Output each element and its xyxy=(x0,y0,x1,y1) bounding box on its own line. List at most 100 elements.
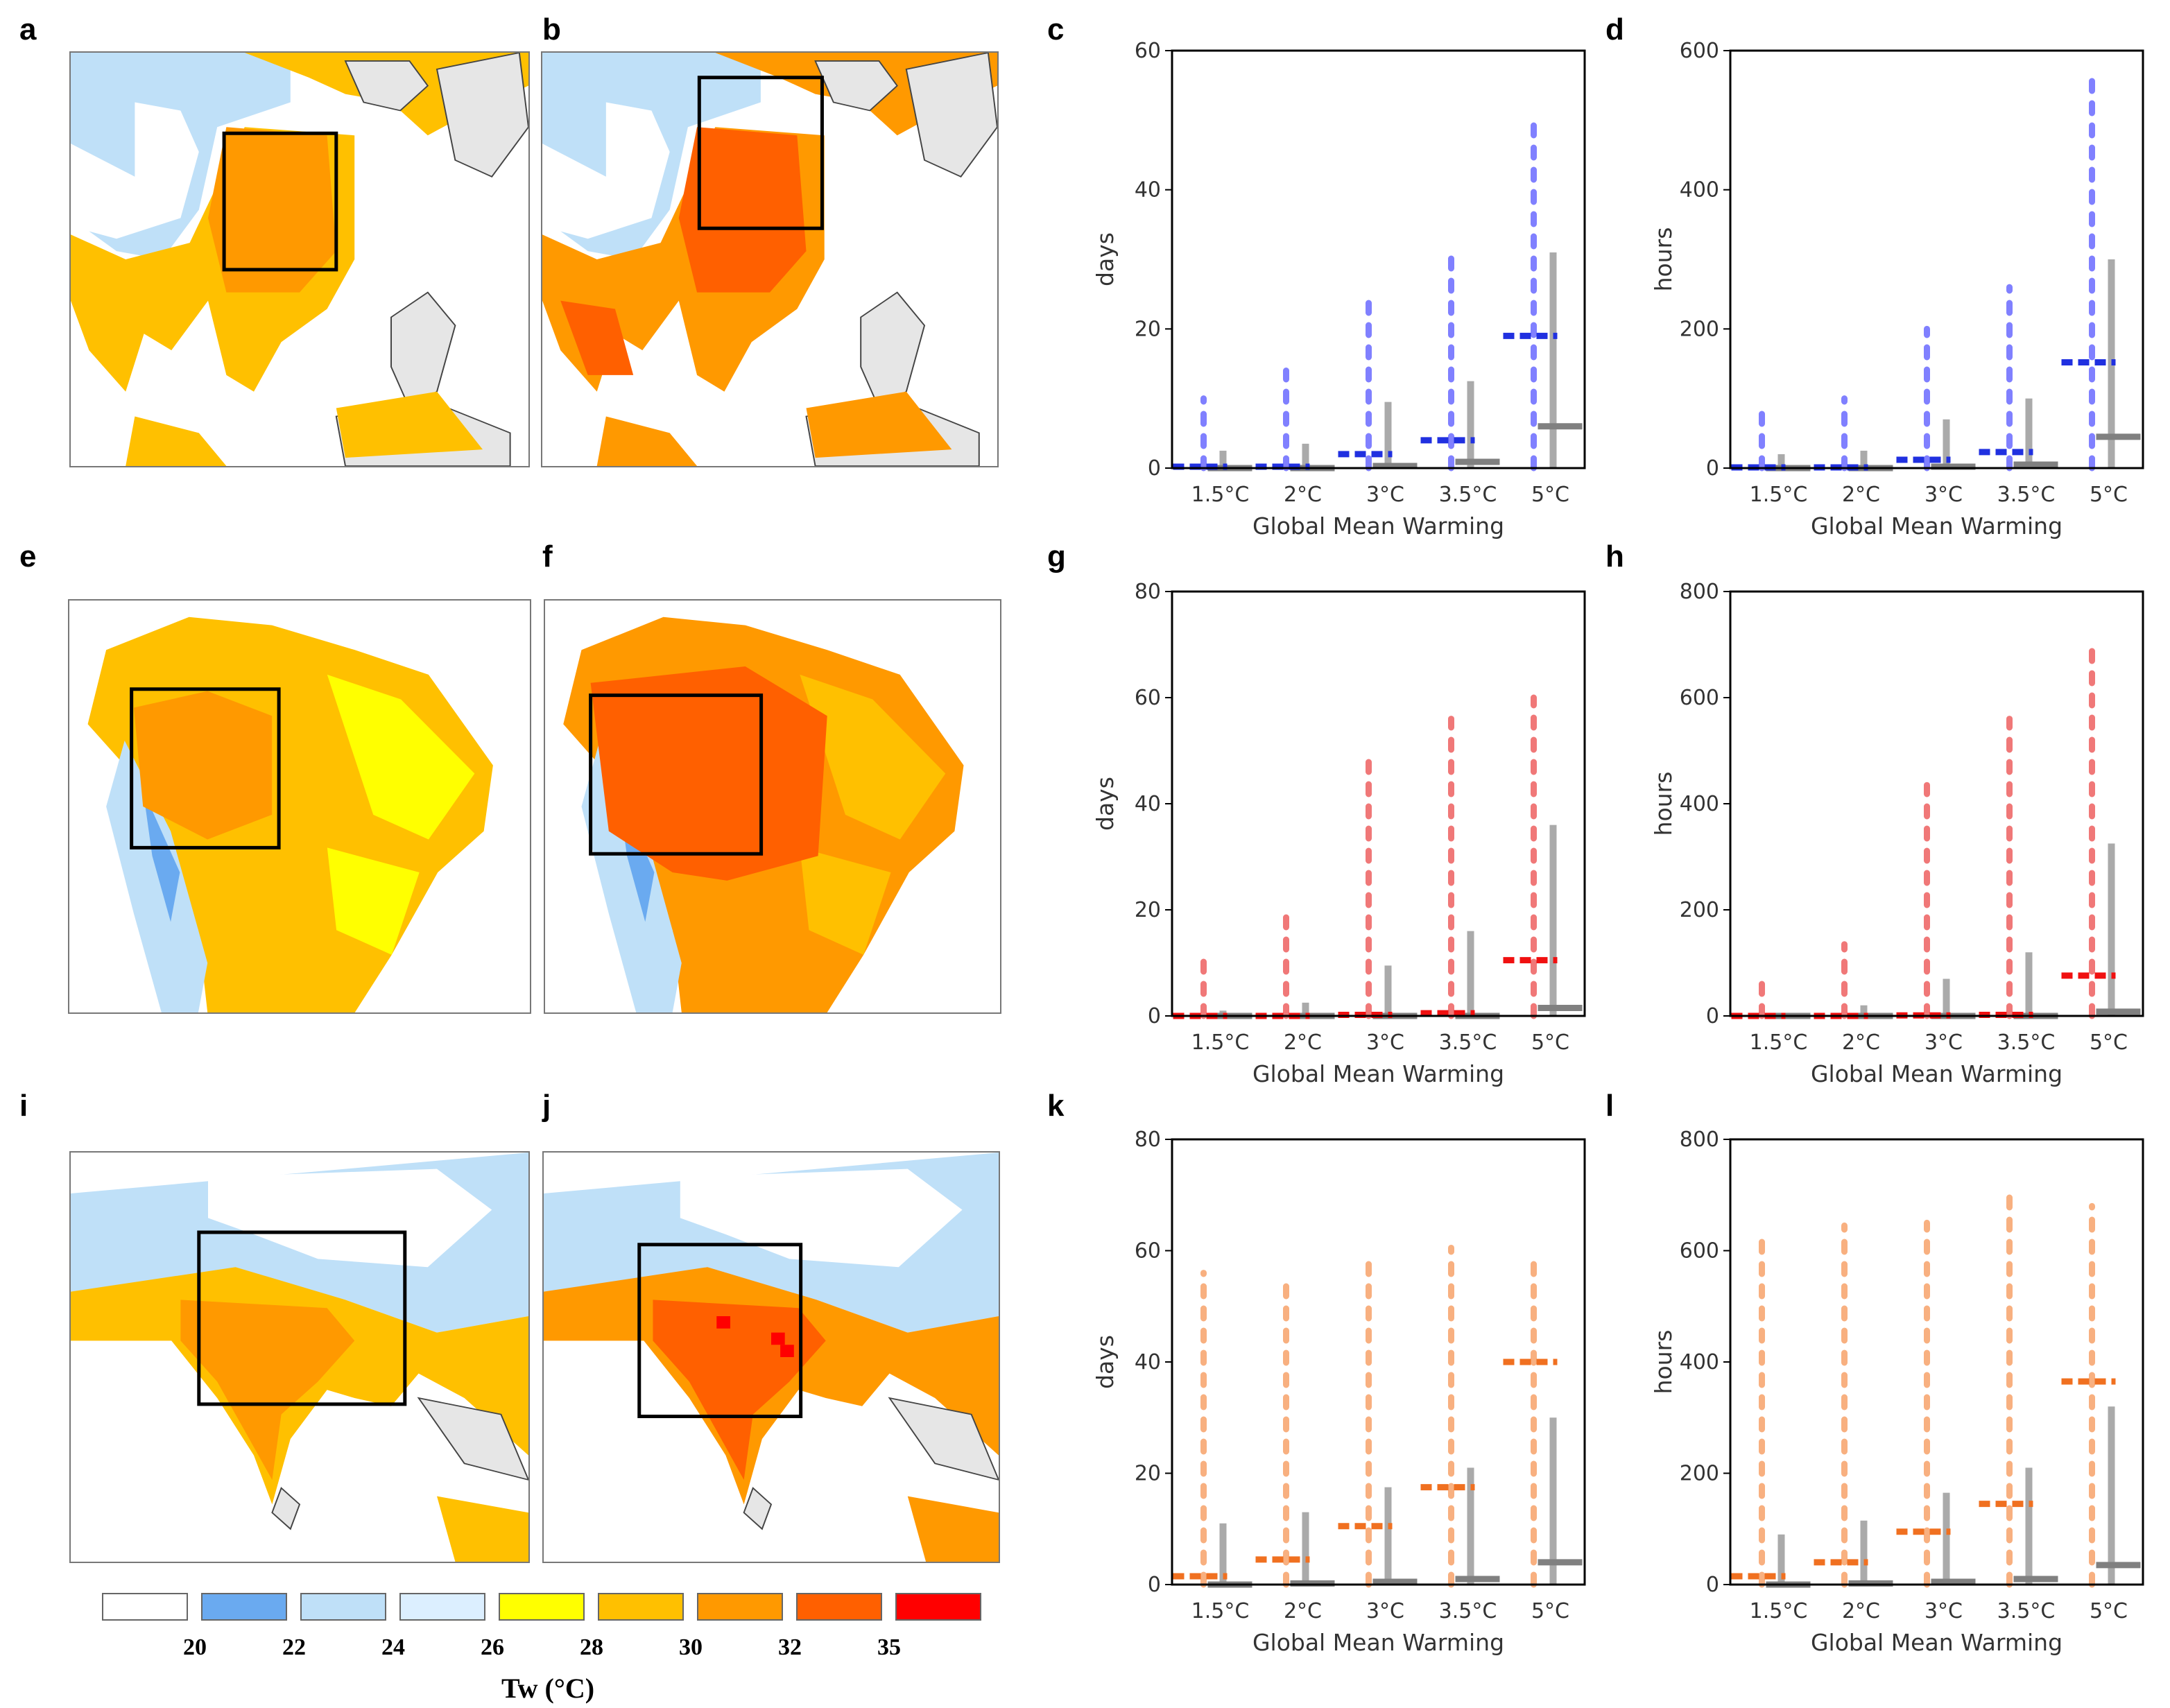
colorbar-swatch xyxy=(499,1593,585,1621)
y-tick-label: 20 xyxy=(1135,1462,1161,1486)
east-region xyxy=(327,674,475,840)
y-tick-label: 0 xyxy=(1706,1573,1719,1597)
map-j-svg xyxy=(544,1153,999,1562)
colorbar-swatch xyxy=(201,1593,287,1621)
map-f-svg xyxy=(563,616,964,1012)
y-tick-label: 0 xyxy=(1148,1573,1161,1597)
x-tick-label: 2°C xyxy=(1842,1030,1880,1055)
panel-label-c: c xyxy=(1047,12,1065,46)
sumatra-region xyxy=(907,1496,999,1562)
chart-c-svg: 0 20 40 60 1.5°C 2°C 3°C 3.5°C 5°C Global Mean Wa… xyxy=(1092,39,1586,540)
map-e-svg xyxy=(87,616,493,1012)
southeast-region xyxy=(800,847,891,955)
plot-frame xyxy=(1729,1138,2144,1586)
colorbar-label: 26 xyxy=(481,1634,504,1660)
land-philippines xyxy=(860,291,926,409)
y-tick-label: 0 xyxy=(1706,1004,1719,1028)
x-tick-label: 3°C xyxy=(1366,1599,1404,1623)
region-box xyxy=(224,133,336,270)
x-tick-label: 3.5°C xyxy=(1997,1030,2056,1055)
colorbar-label: 30 xyxy=(679,1634,703,1660)
x-tick-label: 5°C xyxy=(2090,1030,2128,1055)
y-tick-label: 400 xyxy=(1680,792,1719,816)
island-region xyxy=(806,391,952,458)
colorbar-label: 22 xyxy=(282,1634,306,1660)
chart-g-svg: 0 20 40 60 80 1.5°C 2°C 3°C 3.5°C 5°C Global Mean … xyxy=(1092,580,1586,1087)
region-box xyxy=(639,1245,801,1417)
x-tick-label: 5°C xyxy=(2090,1599,2128,1623)
x-tick-label: 1.5°C xyxy=(1191,1599,1250,1623)
x-tick-label: 3.5°C xyxy=(1997,1599,2056,1623)
sumatra-region xyxy=(126,416,227,466)
core-region xyxy=(678,127,807,293)
x-tick-label: 3°C xyxy=(1366,483,1404,507)
land-korea xyxy=(344,60,429,112)
y-tick-label: 80 xyxy=(1135,580,1161,604)
tibet-region xyxy=(208,1168,492,1268)
x-tick-label: 3.5°C xyxy=(1439,1030,1497,1055)
x-axis-title: Global Mean Warming xyxy=(1252,1629,1504,1656)
x-tick-label: 1.5°C xyxy=(1750,1599,1808,1623)
x-tick-label: 1.5°C xyxy=(1750,483,1808,507)
x-tick-label: 5°C xyxy=(1531,1030,1569,1055)
y-axis-title: days xyxy=(1092,232,1119,286)
region-box xyxy=(699,78,822,229)
land-japan xyxy=(905,53,997,178)
y-tick-label: 60 xyxy=(1135,686,1161,710)
extreme-cell xyxy=(716,1316,730,1329)
x-tick-label: 1.5°C xyxy=(1191,1030,1250,1055)
colorbar-swatch xyxy=(598,1593,684,1621)
region-box xyxy=(199,1232,405,1404)
extreme-cell xyxy=(771,1332,785,1345)
x-axis-title: Global Mean Warming xyxy=(1811,1060,2063,1087)
panel-label-l: l xyxy=(1605,1089,1614,1123)
x-tick-label: 3°C xyxy=(1366,1030,1404,1055)
colorbar-label: 32 xyxy=(778,1634,802,1660)
plateau-region xyxy=(542,102,670,239)
x-tick-label: 3°C xyxy=(1924,483,1963,507)
y-tick-label: 400 xyxy=(1680,1350,1719,1374)
panel-label-f: f xyxy=(542,540,553,573)
panel-label-h: h xyxy=(1605,540,1624,573)
chart-k: 0 20 40 60 80 1.5°C 2°C 3°C 3.5°C 5°C Global Mean … xyxy=(1058,1127,1595,1668)
chart-g: 0 20 40 60 80 1.5°C 2°C 3°C 3.5°C 5°C Global Mean … xyxy=(1058,579,1595,1099)
y-axis-title: hours xyxy=(1650,1330,1677,1395)
colorbar-swatch xyxy=(399,1593,485,1621)
x-tick-label: 2°C xyxy=(1842,483,1880,507)
y-tick-label: 20 xyxy=(1135,317,1161,341)
panel-label-a: a xyxy=(19,12,37,46)
southeast-region xyxy=(327,847,420,955)
x-axis-title: Global Mean Warming xyxy=(1811,512,2063,540)
region-box xyxy=(132,689,279,848)
panel-label-e: e xyxy=(19,540,37,573)
map-south-asia-j xyxy=(542,1151,1000,1563)
plot-frame xyxy=(1171,1138,1586,1586)
land-southeast-asia xyxy=(417,1397,528,1481)
chart-h: 0 200 400 600 800 1.5°C 2°C 3°C 3.5°C 5°C Global M… xyxy=(1616,579,2153,1099)
x-tick-label: 5°C xyxy=(2090,483,2128,507)
colorbar-label: 24 xyxy=(381,1634,405,1660)
hot-cell xyxy=(560,300,634,375)
map-south-america-e xyxy=(68,599,531,1014)
colorbar-swatch xyxy=(102,1593,188,1621)
plot-frame xyxy=(1729,49,2144,469)
tibet-region xyxy=(680,1168,963,1268)
y-tick-label: 200 xyxy=(1680,317,1719,341)
colorbar-swatch xyxy=(895,1593,981,1621)
panel-label-d: d xyxy=(1605,12,1624,46)
map-b-svg xyxy=(542,53,997,466)
x-tick-label: 3.5°C xyxy=(1997,483,2056,507)
x-axis-title: Global Mean Warming xyxy=(1252,1060,1504,1087)
plateau-region xyxy=(71,102,199,239)
x-axis-title: Global Mean Warming xyxy=(1252,512,1504,540)
y-tick-label: 200 xyxy=(1680,1462,1719,1486)
land-sri-lanka xyxy=(271,1487,301,1530)
plot-frame xyxy=(1171,590,1586,1017)
y-tick-label: 600 xyxy=(1680,1239,1719,1263)
sumatra-region xyxy=(437,1496,528,1562)
colorbar-swatch xyxy=(697,1593,783,1621)
y-tick-label: 20 xyxy=(1135,898,1161,922)
x-tick-label: 2°C xyxy=(1284,1030,1322,1055)
sumatra-region xyxy=(596,416,698,466)
y-tick-label: 400 xyxy=(1680,178,1719,202)
